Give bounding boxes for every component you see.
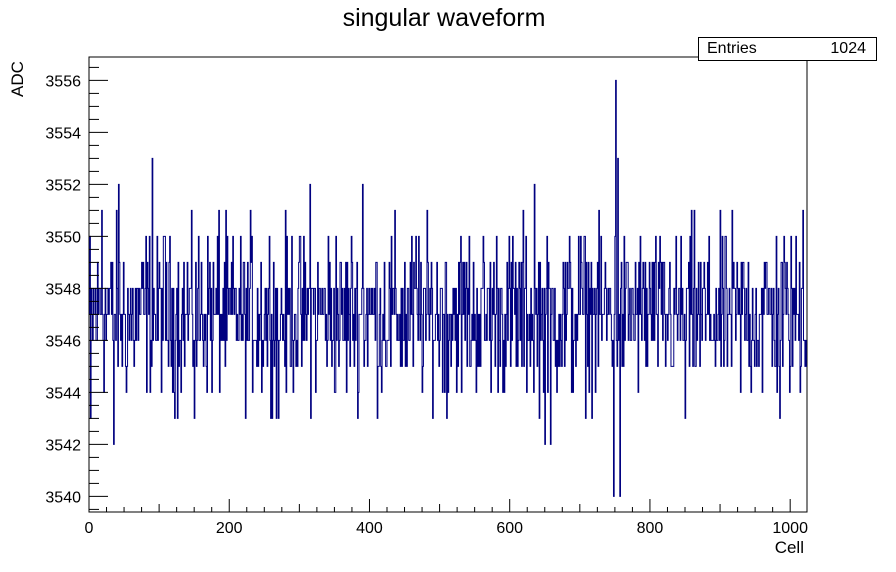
- x-tick-label: 0: [85, 520, 94, 537]
- waveform-line: [89, 79, 807, 497]
- y-tick-label: 3552: [45, 177, 81, 194]
- stats-entries-value: 1024: [830, 40, 866, 57]
- x-tick-label: 800: [637, 520, 664, 537]
- chart-title: singular waveform: [342, 4, 546, 32]
- y-tick-label: 3548: [45, 281, 81, 298]
- stats-entries-label: Entries: [707, 40, 757, 57]
- stats-box: Entries 1024: [698, 37, 877, 61]
- plot-frame: [88, 56, 808, 513]
- x-tick-label: 400: [356, 520, 383, 537]
- x-tick-label: 600: [496, 520, 523, 537]
- y-tick-label: 3544: [45, 385, 81, 402]
- x-tick-label: 1000: [772, 520, 808, 537]
- y-tick-label: 3540: [45, 489, 81, 506]
- y-tick-label: 3542: [45, 437, 81, 454]
- y-tick-label: 3554: [45, 125, 81, 142]
- y-tick-label: 3556: [45, 73, 81, 90]
- y-tick-label: 3546: [45, 333, 81, 350]
- x-axis-label: Cell: [774, 538, 804, 557]
- x-tick-label: 200: [216, 520, 243, 537]
- y-tick-label: 3550: [45, 229, 81, 246]
